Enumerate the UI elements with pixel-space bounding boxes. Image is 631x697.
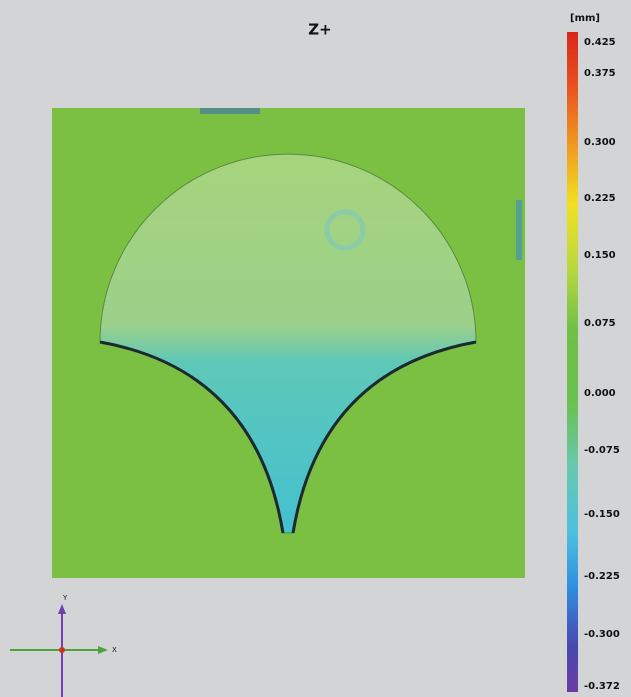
colorbar-label: 0.300 [584,137,616,148]
page: {"title": "Z+", "colorbar": {"unit": "[m… [0,0,631,697]
colorbar-label: -0.075 [584,445,620,456]
colorbar-label: 0.150 [584,250,616,261]
origin [59,647,65,653]
edge-deviation [200,108,260,114]
colorbar-label: -0.225 [584,571,620,582]
y-axis-label: Y [62,594,68,602]
colorbar-label: 0.000 [584,388,616,399]
view-title: Z+ [308,21,331,39]
colorbar-label: 0.375 [584,68,616,79]
colorbar-unit: [mm] [570,13,600,24]
edge-deviation [516,200,522,260]
viewport: Z+ [mm] 0.4250.3750.3000.2250.1500.0750.… [0,0,631,697]
colorbar-label: 0.425 [584,37,616,48]
y-arrow [58,604,66,614]
colorbar [567,32,578,692]
colorbar-label: -0.372 [584,681,620,692]
colorbar-label: 0.225 [584,193,616,204]
x-axis-label: X [112,646,117,654]
colorbar-label: -0.300 [584,629,620,640]
colorbar-labels: 0.425 0.375 0.300 0.225 0.150 0.075 0.000 -0.07… [584,37,620,692]
colorbar-label: -0.150 [584,509,620,520]
x-arrow [98,646,108,654]
colorbar-label: 0.075 [584,318,616,329]
